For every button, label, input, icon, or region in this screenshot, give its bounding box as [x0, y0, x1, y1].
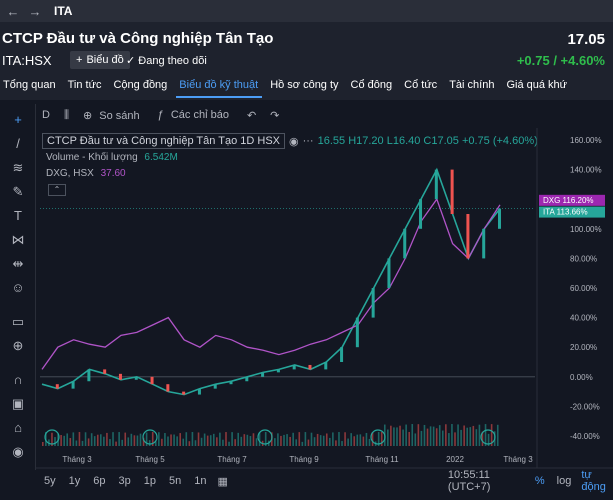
bar-style-icon[interactable]: ⫼ — [63, 108, 70, 121]
range-1m[interactable]: 1p — [143, 475, 156, 487]
range-5d[interactable]: 5n — [169, 475, 182, 487]
compare-symbol: DXG, HSX — [46, 168, 94, 179]
emoji-icon[interactable]: ☺ — [11, 280, 25, 295]
range-6m[interactable]: 6p — [93, 475, 106, 487]
ruler-icon[interactable]: ▭ — [11, 314, 25, 329]
plus-icon: + — [76, 54, 83, 66]
redo-icon[interactable]: ↷ — [270, 109, 280, 122]
follow-label: Đang theo dõi — [138, 55, 207, 67]
tab-historical-price[interactable]: Giá quá khứ — [506, 79, 568, 91]
volume-legend: Volume - Khối lượng 6.542M — [46, 152, 178, 163]
drawing-toolbar: + / ≋ ✎ T ⋈ ⇹ ☺ ▭ ⊕ ∩ ▣ ⌂ ◉ — [0, 104, 36, 470]
stock-header: CTCP Đầu tư và Công nghiệp Tân Tạo 17.05… — [0, 22, 613, 76]
price-change: +0.75 / +4.60% — [516, 53, 605, 68]
pattern-icon[interactable]: ⋈ — [11, 232, 25, 247]
stock-price: 17.05 — [567, 31, 605, 48]
measure-icon[interactable]: ⇹ — [12, 256, 24, 271]
fib-icon[interactable]: ≋ — [12, 160, 24, 175]
tab-community[interactable]: Cộng đồng — [113, 79, 168, 91]
interval-button[interactable]: D — [42, 109, 50, 121]
tab-company-profile[interactable]: Hồ sơ công ty — [270, 79, 339, 91]
volume-value: 6.542M — [144, 152, 178, 163]
add-chart-button[interactable]: + Biểu đồ — [70, 51, 130, 69]
collapse-legend-button[interactable]: ⌃ — [48, 184, 66, 196]
compare-button[interactable]: ⊕ So sánh — [79, 109, 148, 122]
back-arrow-icon[interactable]: ← — [6, 3, 20, 19]
check-icon: ✓ — [126, 55, 136, 67]
section-tabs: Tổng quan Tin tức Cộng đồng Biểu đồ kỹ t… — [0, 76, 613, 98]
auto-toggle[interactable]: tự động — [581, 469, 606, 493]
tab-dividends[interactable]: Cổ tức — [404, 79, 438, 91]
text-icon[interactable]: T — [14, 208, 22, 223]
bottom-bar: 5y 1y 6p 3p 1p 5n 1n ▦ 10:55:11 (UTC+7) … — [36, 469, 613, 493]
chart-toolbar: D ⫼ ⊕ So sánh ƒ Các chỉ báo ↶ ↷ — [38, 104, 283, 126]
log-toggle[interactable]: log — [556, 475, 572, 487]
calendar-icon[interactable]: ▦ — [217, 475, 228, 488]
indicators-label: Các chỉ báo — [170, 109, 229, 121]
top-ticker: ITA — [54, 4, 73, 18]
volume-label: Volume - Khối lượng — [46, 152, 138, 163]
ohlc-values: 16.55 H17.20 L16.40 C17.05 +0.75 (+4.60%… — [317, 135, 538, 147]
more-icon[interactable]: ··· — [302, 135, 314, 147]
percent-toggle[interactable]: % — [534, 475, 545, 487]
range-1y[interactable]: 1y — [68, 475, 81, 487]
chart-legend: CTCP Đầu tư và Công nghiệp Tân Tạo 1D HS… — [42, 133, 538, 149]
magnet-icon[interactable]: ∩ — [13, 372, 23, 387]
compare-value: 37.60 — [100, 168, 126, 179]
tab-technical-chart[interactable]: Biểu đồ kỹ thuật — [176, 76, 263, 98]
range-3m[interactable]: 3p — [118, 475, 131, 487]
eye-icon[interactable]: ◉ — [12, 444, 24, 459]
compare-label: So sánh — [99, 109, 140, 122]
indicators-button[interactable]: ƒ Các chỉ báo — [154, 109, 237, 121]
eye-icon[interactable]: ◉ — [289, 135, 299, 148]
top-nav-bar: ← → ITA — [0, 0, 613, 22]
follow-status[interactable]: ✓ Đang theo dõi — [126, 54, 207, 67]
trendline-icon[interactable]: / — [16, 136, 20, 151]
range-5y[interactable]: 5y — [44, 475, 56, 487]
company-name: CTCP Đầu tư và Công nghiệp Tân Tạo — [2, 30, 274, 47]
brush-icon[interactable]: ✎ — [12, 184, 24, 199]
tab-financials[interactable]: Tài chính — [449, 79, 495, 91]
clock-time: 10:55:11 (UTC+7) — [447, 469, 491, 493]
ticker-exchange: ITA:HSX — [2, 53, 52, 68]
tab-overview[interactable]: Tổng quan — [3, 79, 56, 91]
undo-icon[interactable]: ↶ — [246, 109, 257, 122]
tab-shareholders[interactable]: Cổ đông — [350, 79, 393, 91]
tab-news[interactable]: Tin tức — [67, 79, 102, 91]
range-1d[interactable]: 1n — [194, 475, 207, 487]
forward-arrow-icon[interactable]: → — [28, 3, 42, 19]
legend-title[interactable]: CTCP Đầu tư và Công nghiệp Tân Tạo 1D HS… — [42, 133, 285, 149]
zoom-icon[interactable]: ⊕ — [12, 338, 24, 353]
lock-drawing-icon[interactable]: ⌂ — [14, 420, 22, 435]
lock-icon[interactable]: ▣ — [11, 396, 25, 411]
add-chart-label: Biểu đồ — [86, 54, 124, 66]
crosshair-icon[interactable]: + — [14, 112, 22, 127]
compare-legend: DXG, HSX 37.60 — [46, 168, 126, 179]
